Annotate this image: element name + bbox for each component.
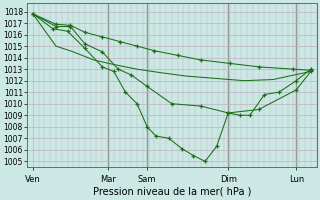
X-axis label: Pression niveau de la mer( hPa ): Pression niveau de la mer( hPa ) [92, 187, 251, 197]
